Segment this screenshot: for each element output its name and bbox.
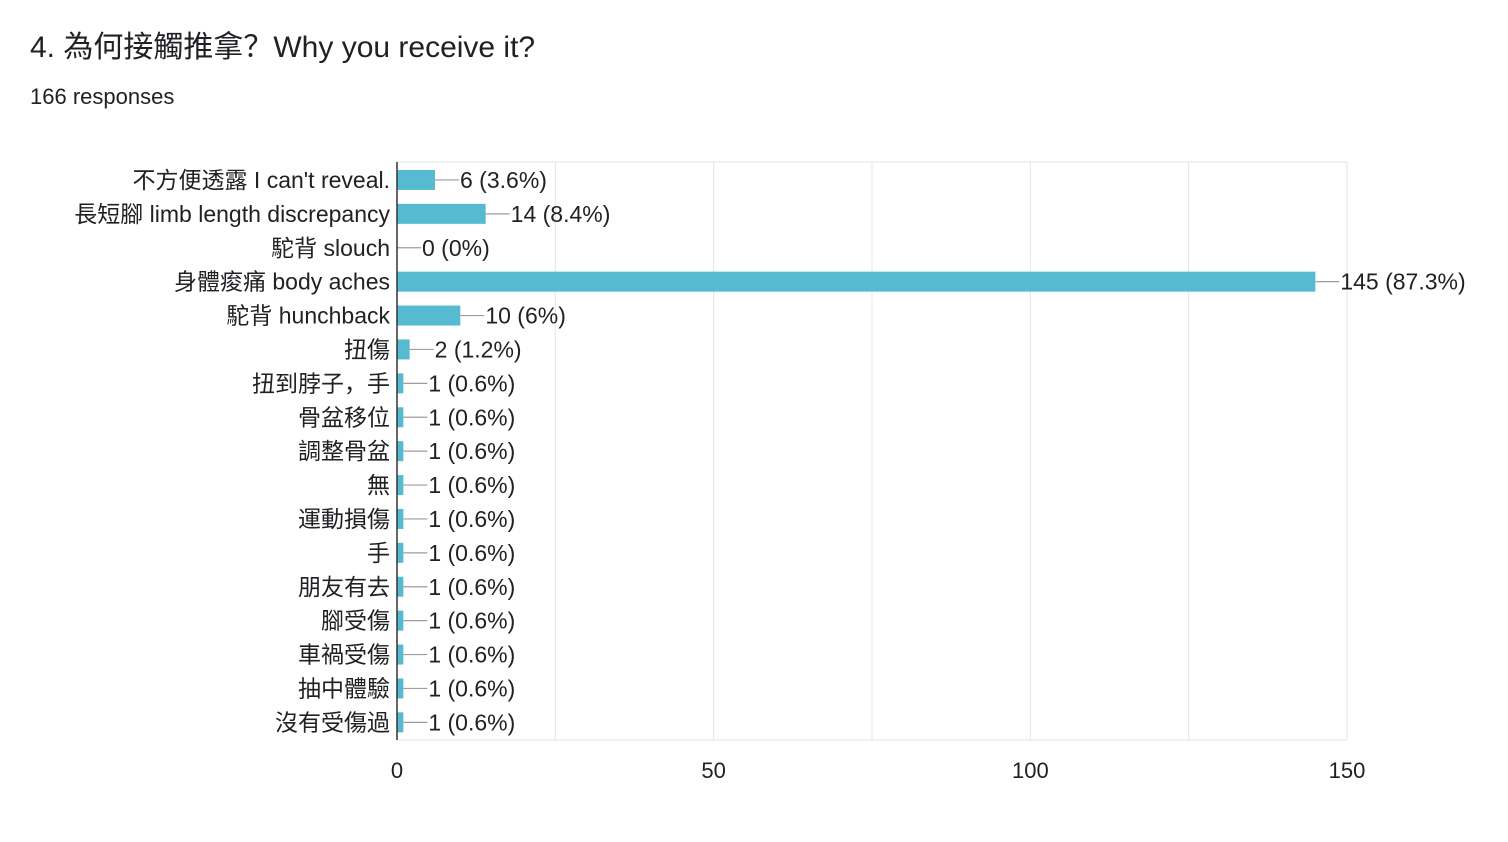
category-label: 骨盆移位 — [298, 404, 390, 430]
category-label: 長短腳 limb length discrepancy — [74, 201, 390, 227]
x-tick-label: 150 — [1329, 758, 1366, 783]
category-label: 不方便透露 I can't reveal. — [133, 167, 390, 193]
data-label: 14 (8.4%) — [511, 201, 611, 227]
data-label: 1 (0.6%) — [428, 675, 515, 701]
data-label: 1 (0.6%) — [428, 574, 515, 600]
data-label: 1 (0.6%) — [428, 404, 515, 430]
category-label: 扭傷 — [344, 336, 390, 362]
data-label: 1 (0.6%) — [428, 472, 515, 498]
bar — [397, 407, 404, 428]
data-label: 2 (1.2%) — [435, 336, 522, 362]
bar — [397, 373, 404, 394]
category-label: 抽中體驗 — [298, 675, 390, 701]
x-tick-label: 50 — [701, 758, 725, 783]
data-label: 1 (0.6%) — [428, 506, 515, 532]
category-label: 手 — [367, 540, 390, 566]
category-label: 無 — [367, 472, 390, 498]
bar — [397, 271, 1316, 292]
bar — [397, 644, 404, 665]
x-tick-label: 100 — [1012, 758, 1049, 783]
category-label: 駝背 hunchback — [226, 303, 390, 329]
category-label: 身體痠痛 body aches — [174, 269, 390, 295]
bar — [397, 508, 404, 529]
bar — [397, 678, 404, 699]
category-label: 扭到脖子，手 — [252, 370, 390, 396]
bar — [397, 305, 461, 326]
x-tick-label: 0 — [391, 758, 403, 783]
category-label: 腳受傷 — [321, 608, 390, 634]
bar — [397, 475, 404, 496]
data-label: 1 (0.6%) — [428, 540, 515, 566]
category-label: 沒有受傷過 — [275, 709, 390, 735]
data-label: 1 (0.6%) — [428, 438, 515, 464]
data-label: 145 (87.3%) — [1340, 269, 1465, 295]
data-label: 1 (0.6%) — [428, 370, 515, 396]
data-label: 1 (0.6%) — [428, 608, 515, 634]
response-count: 166 responses — [30, 84, 175, 109]
bar — [397, 542, 404, 563]
data-label: 10 (6%) — [485, 303, 566, 329]
bar — [397, 610, 404, 631]
category-label: 調整骨盆 — [298, 438, 390, 464]
category-label: 運動損傷 — [298, 506, 390, 532]
bar — [397, 712, 404, 733]
bar — [397, 441, 404, 462]
question-title: 4. 為何接觸推拿？Why you receive it? — [30, 31, 536, 64]
data-label: 1 (0.6%) — [428, 709, 515, 735]
category-label: 駝背 slouch — [271, 235, 390, 261]
category-label: 車禍受傷 — [298, 642, 390, 668]
data-label: 6 (3.6%) — [460, 167, 547, 193]
bar — [397, 169, 435, 190]
bar — [397, 576, 404, 597]
data-label: 0 (0%) — [422, 235, 490, 261]
category-label: 朋友有去 — [298, 574, 390, 600]
bar — [397, 339, 410, 360]
bar — [397, 203, 486, 224]
data-label: 1 (0.6%) — [428, 642, 515, 668]
